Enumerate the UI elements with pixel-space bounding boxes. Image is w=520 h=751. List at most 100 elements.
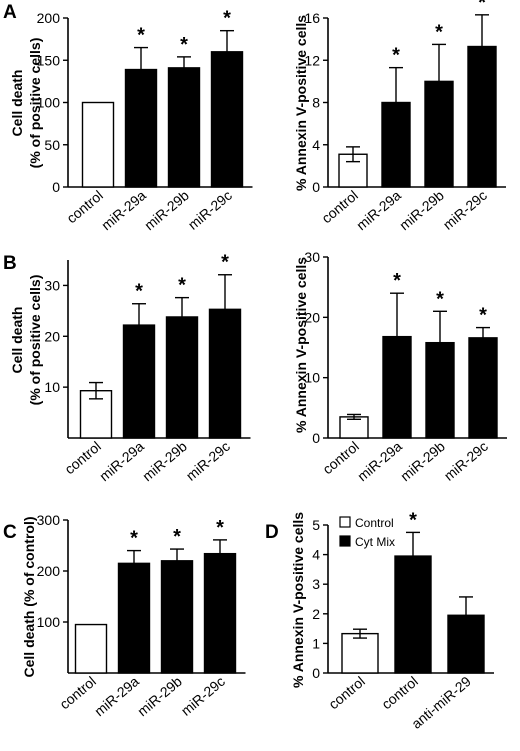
y-tick-label: 0 bbox=[312, 430, 320, 446]
bar bbox=[203, 552, 237, 674]
significance-star: * bbox=[137, 25, 145, 47]
y-tick-label: 30 bbox=[304, 249, 320, 265]
x-category-label: anti-miR-29 bbox=[408, 673, 474, 732]
legend-label: Control bbox=[355, 516, 394, 530]
y-tick-label: 200 bbox=[37, 10, 61, 26]
significance-star: * bbox=[135, 281, 143, 303]
significance-star: * bbox=[393, 270, 401, 292]
significance-star: * bbox=[479, 305, 487, 327]
bar bbox=[424, 80, 454, 188]
significance-star: * bbox=[478, 0, 486, 14]
x-category-label: miR-29b bbox=[134, 673, 185, 719]
y-axis-title: (% of positive cells) bbox=[27, 38, 43, 169]
x-category-label: control bbox=[325, 673, 367, 712]
legend-swatch bbox=[339, 535, 351, 547]
y-tick-label: 5 bbox=[312, 517, 320, 533]
bar bbox=[468, 337, 498, 439]
y-tick-label: 20 bbox=[44, 328, 60, 344]
x-category-label: miR-29c bbox=[183, 438, 233, 484]
bar bbox=[81, 101, 115, 188]
bar bbox=[165, 316, 199, 439]
bar bbox=[160, 560, 194, 674]
x-category-label: miR-29a bbox=[96, 438, 147, 484]
y-tick-label: 0 bbox=[312, 665, 320, 681]
y-tick-label: 200 bbox=[37, 563, 61, 579]
y-tick-label: 20 bbox=[304, 309, 320, 325]
y-tick-label: 2 bbox=[312, 606, 320, 622]
chart-panel-1: A Cell death (% of positive cells) 0 50 100 15… bbox=[3, 2, 253, 233]
x-category-label: control bbox=[378, 673, 420, 712]
y-tick-label: 4 bbox=[312, 547, 320, 563]
chart-panel-6: D % Annexin V-positive cells 0 1 2 3 4 5 control… bbox=[265, 509, 494, 732]
bar bbox=[124, 68, 158, 188]
y-tick-label: 16 bbox=[304, 10, 320, 26]
y-tick-label: 100 bbox=[37, 614, 61, 630]
x-category-label: miR-29b bbox=[396, 187, 447, 233]
y-axis-title: % Annexin V-positive cells bbox=[293, 257, 309, 433]
significance-star: * bbox=[392, 45, 400, 67]
chart-panel-2: % Annexin V-positive cells 0481216control… bbox=[293, 0, 506, 233]
y-axis-title: Cell death bbox=[9, 307, 25, 374]
y-axis-title: % Annexin V-positive cells bbox=[293, 15, 309, 191]
bar bbox=[467, 45, 497, 188]
x-category-label: miR-29a bbox=[98, 187, 149, 233]
y-tick-label: 30 bbox=[44, 277, 60, 293]
significance-star: * bbox=[180, 34, 188, 56]
panel-letter: A bbox=[3, 2, 17, 23]
y-axis-title: % Annexin V-positive cells bbox=[290, 512, 306, 688]
x-category-label: miR-29b bbox=[397, 438, 448, 484]
panel-letter: D bbox=[265, 522, 279, 543]
x-category-label: miR-29b bbox=[139, 438, 190, 484]
significance-star: * bbox=[173, 526, 181, 548]
significance-star: * bbox=[216, 517, 224, 539]
bar bbox=[339, 416, 369, 439]
legend-swatch bbox=[339, 516, 351, 528]
bar bbox=[210, 51, 244, 188]
significance-star: * bbox=[221, 252, 229, 274]
significance-star: * bbox=[436, 288, 444, 310]
y-tick-label: 4 bbox=[312, 137, 320, 153]
x-category-label: miR-29c bbox=[440, 187, 490, 233]
significance-star: * bbox=[409, 509, 417, 531]
bar bbox=[208, 308, 242, 439]
y-tick-label: 50 bbox=[44, 137, 60, 153]
y-tick-label: 12 bbox=[304, 52, 320, 68]
chart-panel-4: % Annexin V-positive cells0102030control… bbox=[293, 249, 507, 484]
y-axis-title: Cell death bbox=[9, 70, 25, 137]
bar bbox=[447, 614, 485, 674]
y-tick-label: 100 bbox=[37, 95, 61, 111]
x-category-label: miR-29c bbox=[441, 438, 491, 484]
significance-star: * bbox=[130, 528, 138, 550]
bar bbox=[167, 67, 201, 188]
y-tick-label: 1 bbox=[312, 635, 320, 651]
y-axis-title: Cell death (% of control) bbox=[21, 517, 37, 678]
y-tick-label: 10 bbox=[44, 379, 60, 395]
bar bbox=[122, 324, 156, 439]
y-tick-label: 0 bbox=[312, 179, 320, 195]
panel-letter: C bbox=[3, 522, 17, 543]
legend-label: Cyt Mix bbox=[355, 535, 395, 549]
bar bbox=[381, 101, 411, 188]
y-tick-label: 10 bbox=[304, 370, 320, 386]
y-tick-label: 8 bbox=[312, 95, 320, 111]
bar bbox=[382, 335, 412, 439]
x-category-label: miR-29a bbox=[91, 673, 142, 719]
x-category-label: miR-29a bbox=[354, 438, 405, 484]
x-category-label: miR-29a bbox=[353, 187, 404, 233]
bar bbox=[117, 562, 151, 674]
panel-letter: B bbox=[3, 253, 17, 274]
significance-star: * bbox=[178, 275, 186, 297]
chart-panel-5: C Cell death (% of control) 100200300contr… bbox=[3, 512, 246, 719]
bar bbox=[341, 632, 379, 674]
y-tick-label: 3 bbox=[312, 576, 320, 592]
y-axis-title: (% of positive cells) bbox=[27, 275, 43, 406]
x-category-label: miR-29b bbox=[141, 187, 192, 233]
y-tick-label: 300 bbox=[37, 512, 61, 528]
significance-star: * bbox=[223, 8, 231, 30]
significance-star: * bbox=[435, 21, 443, 43]
y-tick-label: 0 bbox=[52, 179, 60, 195]
bar bbox=[425, 341, 455, 439]
bar bbox=[338, 153, 368, 188]
y-tick-label: 150 bbox=[37, 52, 61, 68]
